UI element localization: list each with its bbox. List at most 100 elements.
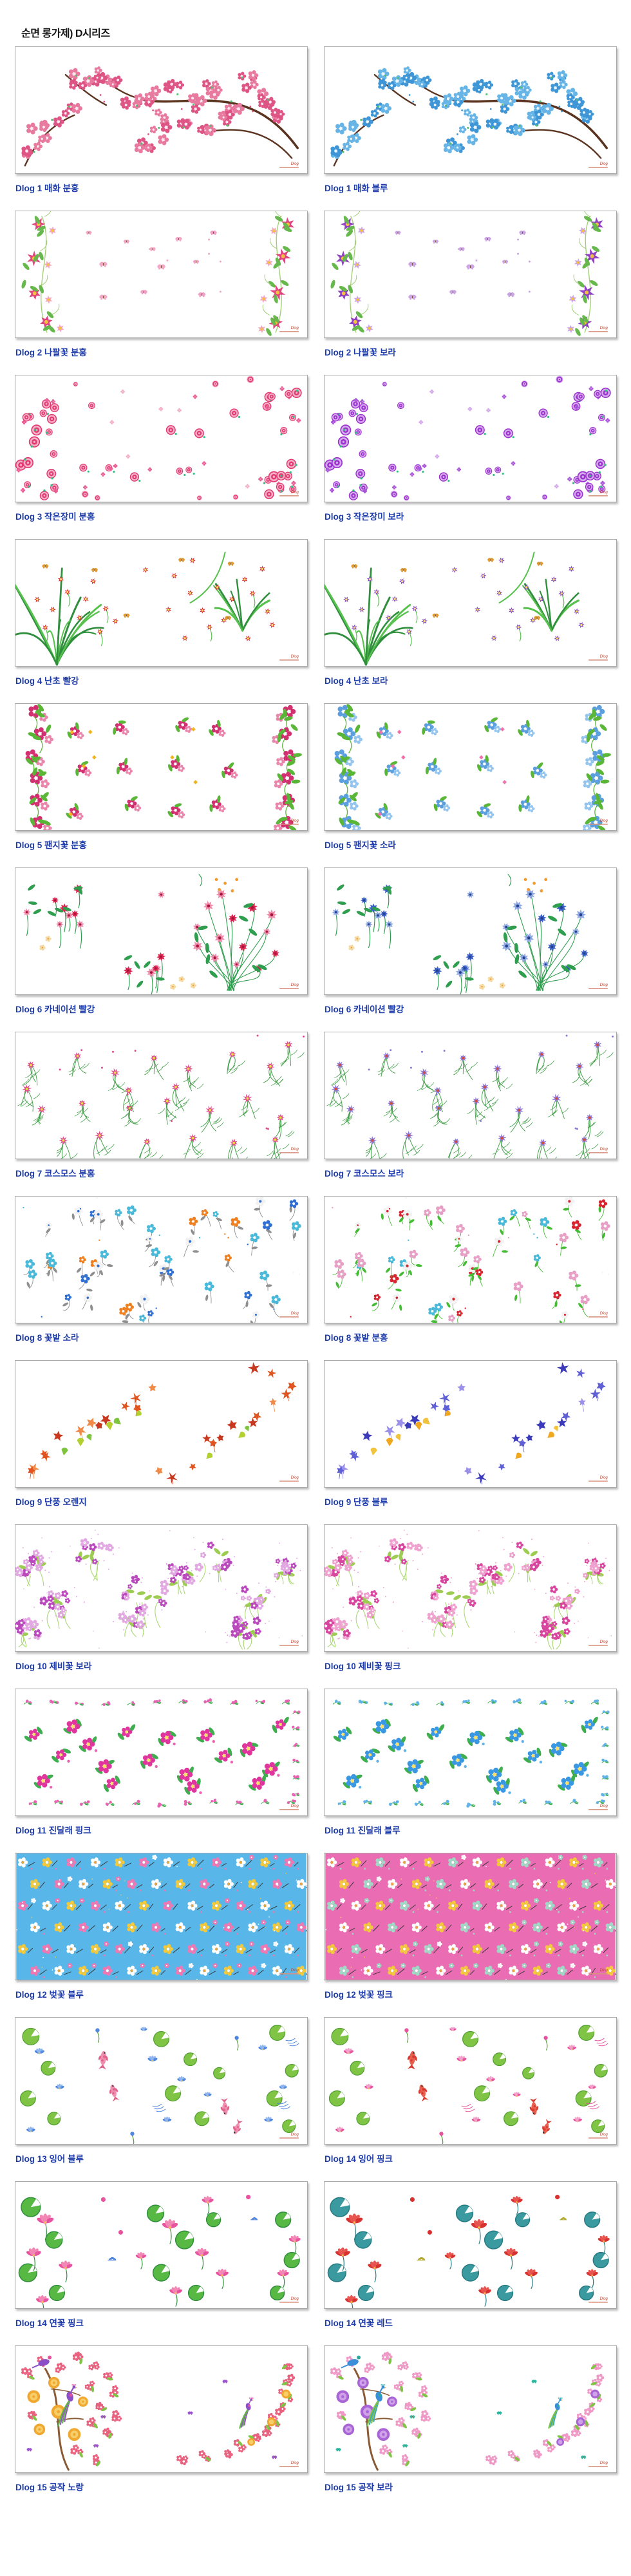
design-caption[interactable]: Dlog 15 공작 보라: [325, 2483, 393, 2492]
design-caption[interactable]: Dlog 3 작은장미 분홍: [15, 512, 95, 522]
brand-mark: Dlog: [600, 1476, 608, 1480]
brand-mark: Dlog: [600, 1969, 608, 1973]
design-caption[interactable]: Dlog 3 작은장미 보라: [325, 512, 404, 522]
design-caption[interactable]: Dlog 1 매화 블루: [325, 184, 388, 193]
design-11-left: Dlog Dlog 11 진달래 핑크: [15, 1689, 308, 1853]
design-caption[interactable]: Dlog 8 꽃밭 분홍: [325, 1333, 388, 1343]
design-14-right: Dlog Dlog 14 연꽃 레드: [324, 2181, 617, 2345]
brand-mark: Dlog: [291, 655, 299, 659]
design-caption[interactable]: Dlog 9 단풍 블루: [325, 1497, 388, 1507]
design-caption[interactable]: Dlog 10 제비꽃 보라: [15, 1662, 92, 1671]
towel-image[interactable]: Dlog: [324, 46, 617, 174]
towel-image[interactable]: Dlog: [15, 1853, 308, 1980]
design-3-left: Dlog Dlog 3 작은장미 분홍: [15, 375, 308, 539]
design-5-right: Dlog Dlog 5 팬지꽃 소라: [324, 703, 617, 867]
design-caption[interactable]: Dlog 14 연꽃 레드: [325, 2318, 393, 2328]
towel-image[interactable]: Dlog: [15, 1032, 308, 1159]
design-12-right: Dlog Dlog 12 벚꽃 핑크: [324, 1853, 617, 2017]
towel-image[interactable]: Dlog: [15, 2345, 308, 2473]
brand-mark: Dlog: [291, 327, 299, 330]
design-1-right: Dlog Dlog 1 매화 블루: [324, 46, 617, 211]
brand-mark: Dlog: [291, 1476, 299, 1480]
towel-image[interactable]: Dlog: [324, 375, 617, 502]
towel-image[interactable]: Dlog: [324, 703, 617, 831]
towel-image[interactable]: Dlog: [324, 2345, 617, 2473]
design-caption[interactable]: Dlog 6 카네이션 빨강: [325, 1005, 404, 1014]
design-5-left: Dlog Dlog 5 팬지꽃 분홍: [15, 703, 308, 867]
design-11-right: Dlog Dlog 11 진달래 블루: [324, 1689, 617, 1853]
design-caption[interactable]: Dlog 7 코스모스 분홍: [15, 1169, 95, 1179]
design-caption[interactable]: Dlog 2 나팔꽃 분홍: [15, 348, 87, 357]
design-row: Dlog Dlog 11 진달래 핑크 Dlog Dlog 11 진달래 블루: [15, 1689, 617, 1853]
design-caption[interactable]: Dlog 7 코스모스 보라: [325, 1169, 404, 1179]
design-caption[interactable]: Dlog 15 공작 노랑: [15, 2483, 84, 2492]
brand-mark: Dlog: [600, 1148, 608, 1151]
design-15-right: Dlog Dlog 15 공작 보라: [324, 2345, 617, 2510]
towel-image[interactable]: Dlog: [324, 1524, 617, 1652]
design-caption[interactable]: Dlog 14 잉어 핑크: [325, 2154, 393, 2164]
towel-image[interactable]: Dlog: [15, 1360, 308, 1488]
design-15-left: Dlog Dlog 15 공작 노랑: [15, 2345, 308, 2510]
design-caption[interactable]: Dlog 9 단풍 오렌지: [15, 1497, 87, 1507]
design-caption[interactable]: Dlog 10 제비꽃 핑크: [325, 1662, 401, 1671]
design-row: Dlog Dlog 13 잉어 블루 Dlog Dlog 14 잉어 핑크: [15, 2017, 617, 2181]
towel-image[interactable]: Dlog: [15, 211, 308, 338]
towel-image[interactable]: Dlog: [324, 1196, 617, 1323]
design-10-right: Dlog Dlog 10 제비꽃 핑크: [324, 1524, 617, 1689]
towel-image[interactable]: Dlog: [15, 2017, 308, 2145]
design-row: Dlog Dlog 3 작은장미 분홍 Dlog Dlog 3 작은장미 보라: [15, 375, 617, 539]
towel-image[interactable]: Dlog: [15, 1689, 308, 1816]
brand-mark: Dlog: [291, 1969, 299, 1973]
brand-mark: Dlog: [600, 2297, 608, 2301]
design-6-right: Dlog Dlog 6 카네이션 빨강: [324, 867, 617, 1032]
towel-image[interactable]: Dlog: [15, 1524, 308, 1652]
towel-image[interactable]: Dlog: [15, 2181, 308, 2309]
towel-image[interactable]: Dlog: [324, 1689, 617, 1816]
brand-mark: Dlog: [600, 1640, 608, 1644]
design-caption[interactable]: Dlog 5 팬지꽃 소라: [325, 840, 396, 850]
design-3-right: Dlog Dlog 3 작은장미 보라: [324, 375, 617, 539]
design-row: Dlog Dlog 1 매화 분홍 Dlog Dlog 1 매화 블루: [15, 46, 617, 211]
design-caption[interactable]: Dlog 4 난초 보라: [325, 676, 388, 686]
brand-mark: Dlog: [600, 2133, 608, 2137]
brand-mark: Dlog: [600, 1804, 608, 1808]
towel-image[interactable]: Dlog: [15, 703, 308, 831]
design-2-left: Dlog Dlog 2 나팔꽃 분홍: [15, 211, 308, 375]
design-7-left: Dlog Dlog 7 코스모스 분홍: [15, 1032, 308, 1196]
towel-image[interactable]: Dlog: [15, 539, 308, 667]
towel-image[interactable]: Dlog: [324, 539, 617, 667]
design-caption[interactable]: Dlog 12 벚꽃 블루: [15, 1990, 84, 2000]
towel-image[interactable]: Dlog: [15, 867, 308, 995]
towel-image[interactable]: Dlog: [324, 1853, 617, 1980]
towel-image[interactable]: Dlog: [324, 867, 617, 995]
towel-image[interactable]: Dlog: [324, 1032, 617, 1159]
towel-image[interactable]: Dlog: [324, 1360, 617, 1488]
design-caption[interactable]: Dlog 13 잉어 블루: [15, 2154, 84, 2164]
page-title: 순면 롱가제) D시리즈: [21, 28, 110, 39]
towel-image[interactable]: Dlog: [15, 46, 308, 174]
design-1-left: Dlog Dlog 1 매화 분홍: [15, 46, 308, 211]
design-row: Dlog Dlog 2 나팔꽃 분홍 Dlog Dlog 2 나팔꽃 보라: [15, 211, 617, 375]
design-caption[interactable]: Dlog 12 벚꽃 핑크: [325, 1990, 393, 2000]
towel-image[interactable]: Dlog: [324, 2181, 617, 2309]
design-caption[interactable]: Dlog 1 매화 분홍: [15, 184, 79, 193]
design-caption[interactable]: Dlog 8 꽃밭 소라: [15, 1333, 79, 1343]
brand-mark: Dlog: [291, 2297, 299, 2301]
design-row: Dlog Dlog 9 단풍 오렌지 Dlog Dlog 9 단풍 블루: [15, 1360, 617, 1524]
design-8-right: Dlog Dlog 8 꽃밭 분홍: [324, 1196, 617, 1360]
design-caption[interactable]: Dlog 14 연꽃 핑크: [15, 2318, 84, 2328]
towel-image[interactable]: Dlog: [15, 375, 308, 502]
design-row: Dlog Dlog 5 팬지꽃 분홍 Dlog Dlog 5 팬지꽃 소라: [15, 703, 617, 867]
design-caption[interactable]: Dlog 5 팬지꽃 분홍: [15, 840, 87, 850]
design-caption[interactable]: Dlog 2 나팔꽃 보라: [325, 348, 396, 357]
design-grid: Dlog Dlog 1 매화 분홍 Dlog Dlog 1 매화 블루 Dlog Dlog…: [15, 46, 617, 2558]
design-caption[interactable]: Dlog 6 카네이션 빨강: [15, 1005, 95, 1014]
towel-image[interactable]: Dlog: [15, 1196, 308, 1323]
design-caption[interactable]: Dlog 4 난초 빨강: [15, 676, 79, 686]
brand-mark: Dlog: [291, 2133, 299, 2137]
design-caption[interactable]: Dlog 11 진달래 핑크: [15, 1826, 91, 1835]
design-caption[interactable]: Dlog 11 진달래 블루: [325, 1826, 400, 1835]
towel-image[interactable]: Dlog: [324, 211, 617, 338]
towel-image[interactable]: Dlog: [324, 2017, 617, 2145]
design-row: Dlog Dlog 10 제비꽃 보라 Dlog Dlog 10 제비꽃 핑크: [15, 1524, 617, 1689]
